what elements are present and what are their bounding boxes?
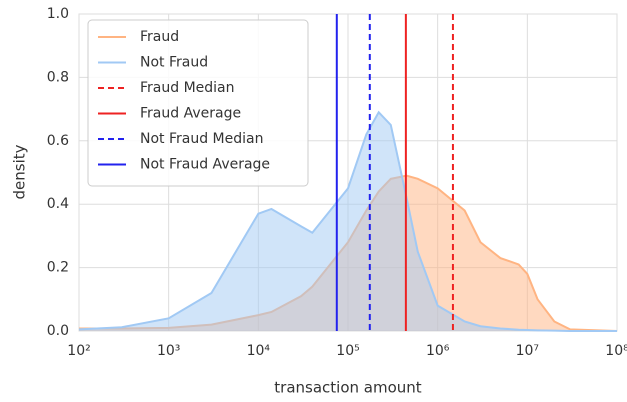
y-tick-label: 1.0 bbox=[47, 6, 69, 22]
legend-label: Not Fraud Median bbox=[140, 131, 263, 147]
x-tick-label: 10⁴ bbox=[247, 343, 271, 359]
x-tick-label: 10² bbox=[67, 343, 90, 359]
y-tick-label: 0.4 bbox=[47, 196, 69, 212]
legend-label: Not Fraud Average bbox=[140, 157, 270, 173]
y-tick-label: 0.2 bbox=[47, 260, 69, 276]
legend: Fraud Not Fraud Fraud Median Fraud Average N… bbox=[87, 19, 309, 187]
y-tick-label: 0.0 bbox=[47, 323, 69, 339]
x-tick-label: 10⁸ bbox=[605, 343, 627, 359]
x-tick-label: 10⁵ bbox=[336, 343, 359, 359]
legend-label: Fraud Median bbox=[140, 80, 235, 96]
density-area bbox=[79, 112, 617, 332]
x-tick-label: 10³ bbox=[157, 343, 180, 359]
y-axis-label: density bbox=[11, 144, 29, 199]
density-line bbox=[78, 110, 617, 332]
x-tick-label: 10⁶ bbox=[426, 343, 450, 359]
legend-label: Not Fraud bbox=[140, 55, 208, 71]
x-axis-label: transaction amount bbox=[274, 379, 421, 397]
x-tick-label: 10⁷ bbox=[516, 343, 539, 359]
y-tick-label: 0.6 bbox=[47, 133, 69, 149]
y-tick-label: 0.8 bbox=[47, 69, 69, 85]
legend-label: Fraud bbox=[140, 29, 179, 45]
legend-label: Fraud Average bbox=[140, 106, 241, 122]
legend-box bbox=[87, 19, 309, 187]
